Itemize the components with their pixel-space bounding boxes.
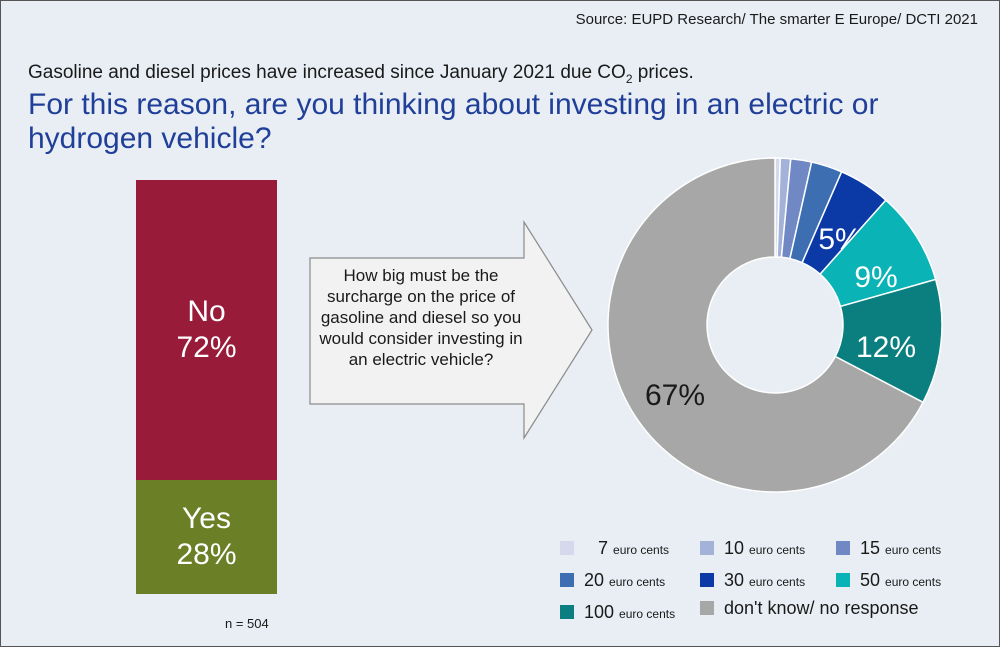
bar-label-yes: Yes — [182, 502, 231, 535]
bar-label-no: No — [187, 295, 226, 328]
legend-swatch — [560, 541, 574, 555]
legend-unit: euro cents — [613, 543, 670, 557]
arrow-shape — [309, 220, 593, 441]
bar-segment-yes: Yes 28% — [136, 480, 277, 594]
legend-label: 100 — [584, 602, 615, 622]
donut-slice-label: 12% — [856, 331, 916, 364]
legend-label: 30 — [724, 570, 745, 590]
bar-segment-no: No 72% — [136, 180, 277, 480]
legend-item: 20 euro cents — [560, 570, 665, 591]
legend-unit: euro cents — [749, 575, 806, 589]
legend-label: 20 — [584, 570, 605, 590]
source-note: Source: EUPD Research/ The smarter E Eur… — [575, 11, 978, 28]
subtitle-text: Gasoline and diesel prices have increase… — [28, 62, 626, 83]
legend-swatch — [836, 541, 850, 555]
legend-unit: euro cents — [619, 607, 676, 621]
donut-chart: 5%9%12%67% — [607, 157, 943, 493]
legend-swatch — [700, 541, 714, 555]
legend-unit: euro cents — [609, 575, 666, 589]
legend-item: 10 euro cents — [700, 538, 805, 559]
donut-slice-label: 67% — [645, 379, 705, 412]
legend-label: don't know/ no response — [724, 598, 919, 618]
legend-item: 100 euro cents — [560, 602, 675, 623]
legend-item: 15 euro cents — [836, 538, 941, 559]
legend-swatch — [836, 573, 850, 587]
legend-unit: euro cents — [749, 543, 806, 557]
subtitle-subscript: 2 — [625, 71, 633, 86]
bar-value-yes: 28% — [176, 538, 237, 571]
chart-legend: 7 euro cents 10 euro cents 15 euro cents 20 eur… — [560, 530, 990, 630]
legend-unit: euro cents — [885, 543, 942, 557]
legend-swatch — [560, 573, 574, 587]
legend-label: 10 — [724, 538, 745, 558]
chart-title: For this reason, are you thinking about … — [28, 88, 879, 155]
legend-label: 50 — [860, 570, 881, 590]
bar-value-no: 72% — [176, 331, 237, 364]
sample-size-label: n = 504 — [225, 616, 269, 631]
legend-swatch — [560, 605, 574, 619]
legend-unit: euro cents — [885, 575, 942, 589]
donut-slice — [607, 157, 925, 493]
arrow-question-text: How big must be the surcharge on the pri… — [319, 266, 523, 369]
legend-swatch — [700, 573, 714, 587]
legend-item: 30 euro cents — [700, 570, 805, 591]
donut-slice-label: 9% — [854, 261, 897, 294]
legend-label: 15 — [860, 538, 881, 558]
legend-item: 50 euro cents — [836, 570, 941, 591]
legend-item: 7 euro cents — [560, 538, 669, 559]
chart-subtitle: Gasoline and diesel prices have increase… — [28, 62, 694, 86]
subtitle-text-end: prices. — [632, 62, 694, 83]
legend-label: 7 — [598, 538, 609, 558]
legend-item: don't know/ no response — [700, 598, 919, 619]
arrow-polygon — [309, 220, 593, 441]
legend-swatch — [700, 601, 714, 615]
